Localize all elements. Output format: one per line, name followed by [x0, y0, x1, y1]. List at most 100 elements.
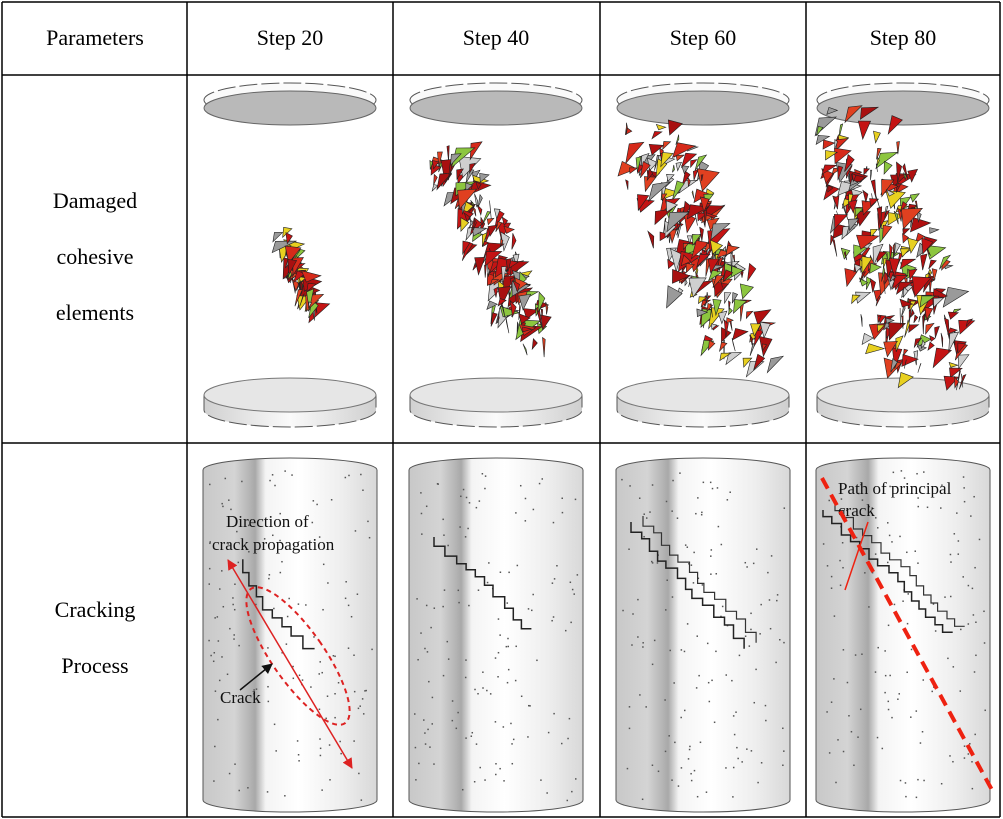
mesh-dot — [312, 522, 314, 524]
mesh-dot — [321, 672, 323, 674]
mesh-dot — [515, 512, 517, 514]
mesh-dot — [782, 728, 784, 730]
mesh-dot — [482, 687, 484, 689]
mesh-dot — [751, 750, 753, 752]
mesh-dot — [359, 705, 361, 707]
mesh-dot — [327, 695, 329, 697]
mesh-dot — [442, 606, 444, 608]
mesh-dot — [698, 675, 700, 677]
mesh-dot — [645, 706, 647, 708]
mesh-dot — [944, 596, 946, 598]
mesh-dot — [712, 488, 714, 490]
mesh-dot — [875, 553, 877, 555]
mesh-dot — [272, 474, 274, 476]
mesh-dot — [363, 713, 365, 715]
mesh-dot — [918, 506, 920, 508]
mesh-dot — [726, 674, 728, 676]
mesh-dot — [238, 790, 240, 792]
mesh-dot — [759, 633, 761, 635]
mesh-dot — [353, 740, 355, 742]
mesh-dot — [834, 615, 836, 617]
mesh-dot — [463, 489, 465, 491]
mesh-dot — [877, 647, 879, 649]
mesh-dot — [893, 472, 895, 474]
mesh-dot — [465, 677, 467, 679]
mesh-dot — [562, 512, 564, 514]
damaged-element — [746, 311, 753, 318]
mesh-dot — [729, 491, 731, 493]
mesh-dot — [689, 746, 691, 748]
damaged-element — [870, 263, 881, 273]
mesh-dot — [420, 492, 422, 494]
mesh-dot — [209, 484, 211, 486]
mesh-dot — [905, 796, 907, 798]
mesh-dot — [536, 660, 538, 662]
damaged-element — [908, 169, 918, 182]
mesh-dot — [657, 562, 659, 564]
mesh-dot — [499, 634, 501, 636]
damaged-element — [767, 356, 783, 372]
mesh-dot — [972, 788, 974, 790]
mesh-dot — [298, 760, 300, 762]
mesh-dot — [771, 555, 773, 557]
mesh-dot — [902, 600, 904, 602]
damaged-element — [648, 231, 654, 248]
mesh-dot — [495, 657, 497, 659]
mesh-dot — [875, 517, 877, 519]
mesh-dot — [431, 723, 433, 725]
mesh-dot — [527, 736, 529, 738]
mesh-dot — [268, 701, 270, 703]
mesh-dot — [973, 496, 975, 498]
mesh-dot — [529, 705, 531, 707]
damaged-element — [934, 298, 944, 308]
mesh-dot — [434, 607, 436, 609]
mesh-dot — [293, 678, 295, 680]
mesh-dot — [968, 623, 970, 625]
damaged-element — [760, 322, 770, 338]
mesh-dot — [718, 526, 720, 528]
mesh-dot — [983, 611, 985, 613]
mesh-dot — [888, 701, 890, 703]
mesh-dot — [684, 651, 686, 653]
mesh-dot — [627, 768, 629, 770]
mesh-dot — [956, 512, 958, 514]
mesh-dot — [495, 721, 497, 723]
mesh-dot — [425, 743, 427, 745]
mesh-dot — [734, 734, 736, 736]
damaged-element — [836, 138, 848, 149]
mesh-dot — [329, 744, 331, 746]
mesh-dot — [528, 608, 530, 610]
mesh-dot — [927, 507, 929, 509]
mesh-dot — [447, 545, 449, 547]
mesh-dot — [882, 748, 884, 750]
mesh-dot — [484, 779, 486, 781]
header-cell: Step 40 — [463, 25, 530, 50]
mesh-dot — [223, 606, 225, 608]
mesh-dot — [923, 679, 925, 681]
mesh-dot — [952, 761, 954, 763]
mesh-dot — [507, 638, 509, 640]
mesh-dot — [515, 646, 517, 648]
damaged-element — [928, 342, 934, 350]
mesh-dot — [910, 716, 912, 718]
mesh-dot — [213, 780, 215, 782]
mesh-dot — [646, 517, 648, 519]
mesh-dot — [348, 647, 350, 649]
mesh-dot — [217, 719, 219, 721]
mesh-dot — [233, 634, 235, 636]
mesh-dot — [905, 782, 907, 784]
mesh-dot — [572, 589, 574, 591]
mesh-dot — [442, 519, 444, 521]
mesh-dot — [365, 690, 367, 692]
mesh-dot — [238, 645, 240, 647]
illustrations — [203, 83, 990, 812]
damaged-element — [876, 196, 880, 209]
damaged-element — [944, 318, 949, 339]
mesh-dot — [561, 743, 563, 745]
mesh-dot — [639, 497, 641, 499]
mesh-dot — [954, 533, 956, 535]
damaged-element — [948, 312, 958, 319]
damaged-element — [672, 165, 674, 172]
mesh-dot — [348, 475, 350, 477]
mesh-dot — [888, 625, 890, 627]
